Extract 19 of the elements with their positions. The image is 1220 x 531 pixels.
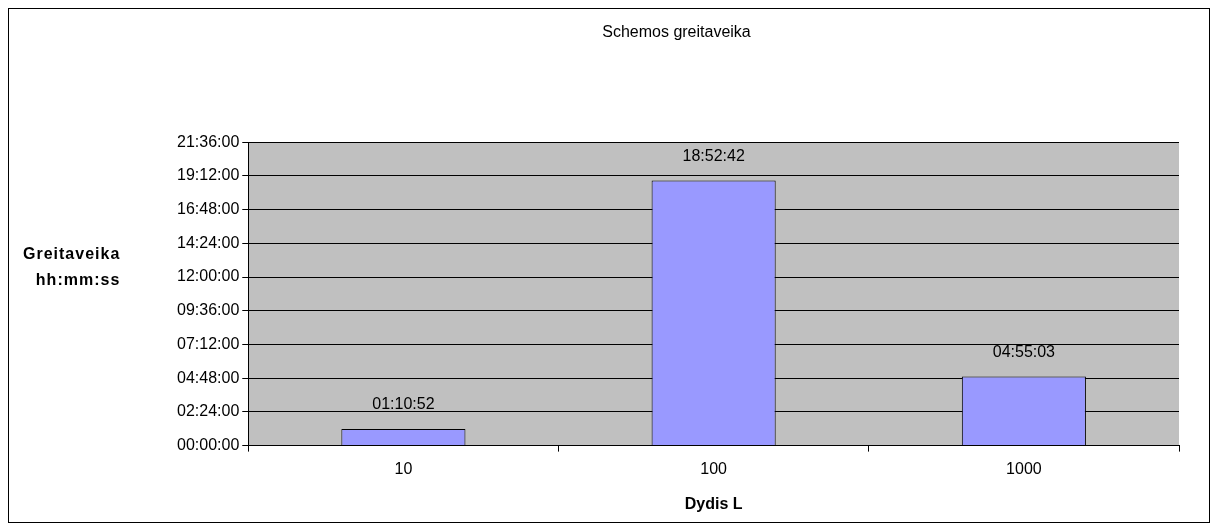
x-axis-title: Dydis L	[684, 494, 743, 512]
y-tick-label: 16:48:00	[177, 200, 240, 218]
x-tick-label: 10	[394, 459, 413, 477]
chart-title: Schemos greitaveika	[602, 23, 751, 41]
data-label: 04:55:03	[992, 342, 1056, 360]
y-axis-title: Greitaveika hh:mm:ss	[23, 244, 121, 290]
y-tick-label: 14:24:00	[177, 233, 240, 251]
x-tick-label: 100	[700, 459, 728, 477]
y-tick-label: 19:12:00	[177, 166, 240, 184]
y-tick-label: 21:36:00	[177, 132, 240, 150]
y-tick-label: 04:48:00	[177, 368, 240, 386]
y-tick-label: 07:12:00	[177, 334, 240, 352]
data-label: 18:52:42	[682, 146, 745, 164]
y-tick-label: 00:00:00	[177, 436, 240, 454]
y-tick-label: 12:00:00	[177, 267, 240, 285]
y-tick-label: 02:24:00	[177, 402, 240, 420]
x-tick-label: 1000	[1006, 459, 1042, 477]
y-tick-label: 09:36:00	[177, 301, 240, 319]
data-label: 01:10:52	[372, 395, 435, 413]
